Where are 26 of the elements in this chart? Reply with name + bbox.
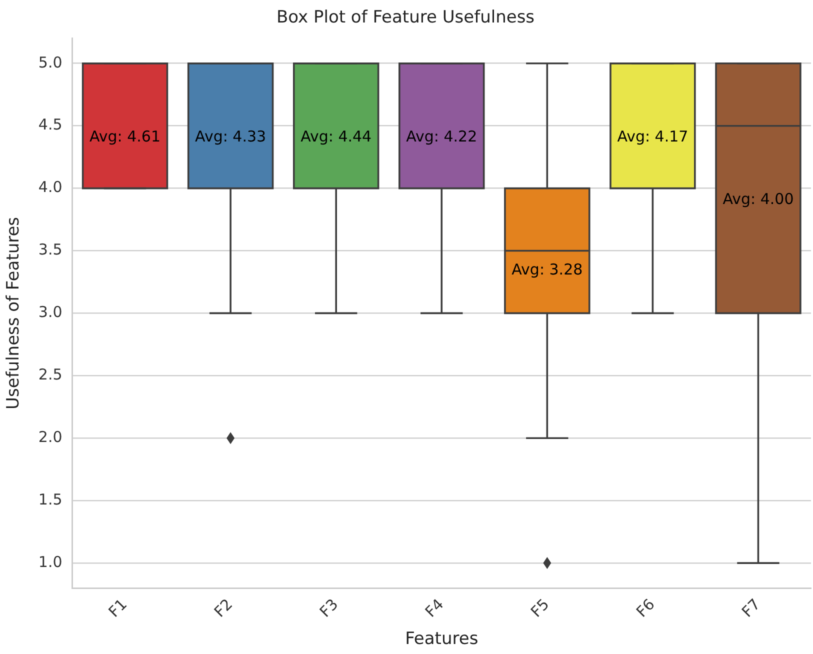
annotation: Avg: 4.61: [90, 128, 161, 146]
y-tick-label: 2.0: [38, 428, 62, 446]
x-tick-label: F4: [422, 595, 448, 621]
x-tick-label: F5: [527, 595, 553, 621]
y-tick-label: 4.5: [38, 116, 62, 134]
annotation: Avg: 4.44: [300, 128, 372, 146]
annotation: Avg: 4.17: [617, 128, 688, 146]
annotation: Avg: 4.22: [406, 128, 478, 146]
y-tick-label: 3.5: [38, 240, 62, 259]
x-tick-label: F1: [105, 595, 131, 621]
annotation: Avg: 3.28: [512, 260, 583, 279]
x-tick-label: F6: [632, 595, 658, 621]
y-tick-label: 5.0: [38, 53, 62, 72]
annotation: Avg: 4.00: [722, 190, 794, 208]
x-tick-label: F3: [316, 595, 342, 621]
y-axis-title: Usefulness of Features: [4, 216, 24, 410]
annotation: Avg: 4.33: [195, 128, 266, 146]
x-tick-label: F2: [210, 595, 236, 621]
y-tick-label: 4.0: [38, 178, 62, 196]
y-tick-label: 1.5: [38, 490, 62, 508]
x-axis-title: Features: [405, 629, 478, 650]
y-tick-label: 3.0: [38, 303, 62, 322]
chart-title: Box Plot of Feature Usefulness: [276, 8, 535, 28]
x-tick-label: F7: [738, 595, 764, 621]
y-tick-label: 2.5: [38, 366, 62, 384]
y-tick-label: 1.0: [38, 552, 62, 571]
